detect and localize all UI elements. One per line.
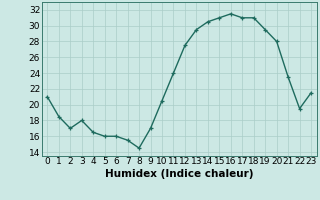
X-axis label: Humidex (Indice chaleur): Humidex (Indice chaleur): [105, 169, 253, 179]
